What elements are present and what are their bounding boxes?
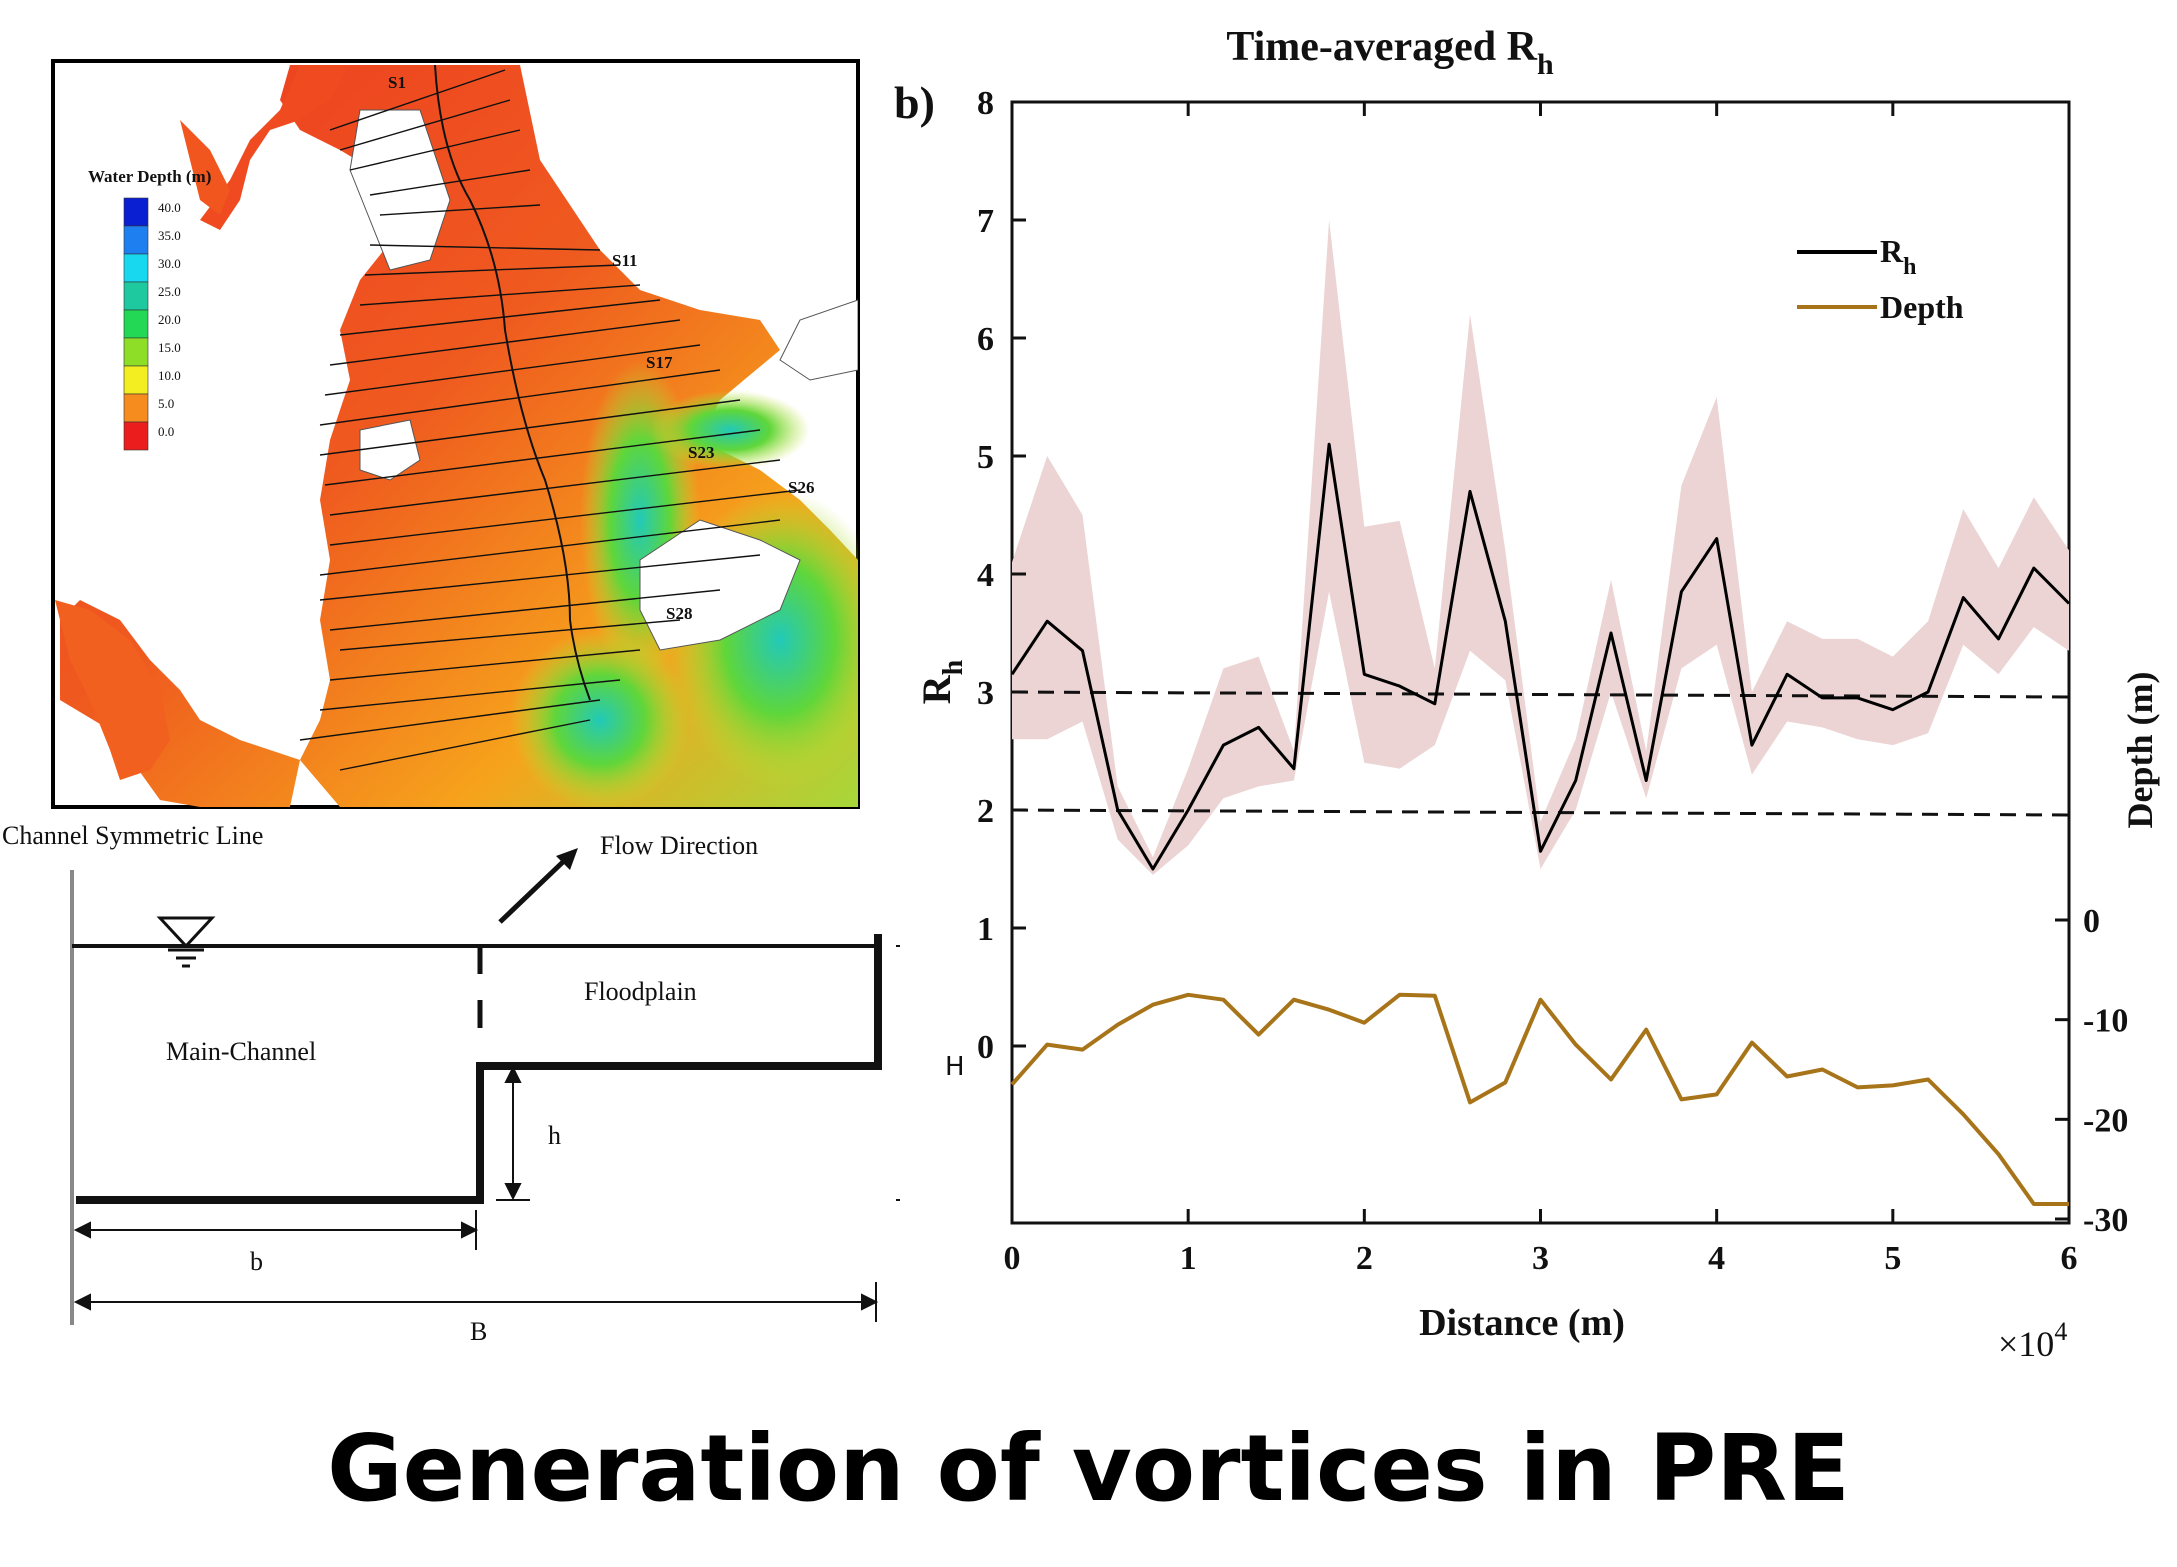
flow-direction-label: Flow Direction <box>600 831 758 860</box>
H-text: H <box>945 1052 965 1082</box>
section-label-s17: S17 <box>646 353 673 372</box>
x-tick-label: 5 <box>1884 1240 1901 1277</box>
x-tick-label: 6 <box>2061 1240 2078 1277</box>
y2-tick-label: -10 <box>2083 1003 2128 1040</box>
legend-tick: 10.0 <box>158 368 181 383</box>
main-channel-label: Main-Channel <box>166 1037 316 1066</box>
y-tick-label: 3 <box>977 675 994 712</box>
section-label-s26: S26 <box>788 478 814 497</box>
section-label-s11: S11 <box>612 251 638 270</box>
legend-tick: 25.0 <box>158 284 181 299</box>
section-label-s1: S1 <box>388 73 406 92</box>
y-axis-label: Rh <box>914 659 969 704</box>
chart-title: Time-averaged Rh <box>1226 24 1554 81</box>
b-label: b <box>250 1247 263 1276</box>
h-label: h <box>548 1121 561 1150</box>
x-tick-label: 2 <box>1356 1240 1373 1277</box>
depth-legend: Water Depth (m) 40.0 35.0 30.0 25.0 20.0 15.0… <box>88 167 211 451</box>
y-tick-label: 6 <box>977 321 994 358</box>
B-label: B <box>470 1317 487 1346</box>
estuary-branch <box>55 600 170 780</box>
estuary-branch <box>200 65 350 230</box>
legend-swatch <box>123 281 149 311</box>
x-tick-label: 4 <box>1708 1240 1725 1277</box>
legend-tick: 30.0 <box>158 256 181 271</box>
legend-swatch <box>123 421 149 451</box>
reference-line <box>1011 690 2070 699</box>
x-tick-label: 0 <box>1004 1240 1021 1277</box>
cross-section-lines <box>299 69 801 771</box>
legend-swatch <box>123 365 149 395</box>
legend-tick: 20.0 <box>158 312 181 327</box>
x-multiplier: ×104 <box>1998 1317 2067 1364</box>
y-tick-label: 4 <box>977 557 994 594</box>
channel-centerline <box>434 64 591 701</box>
rh-series-line <box>1010 442 2071 871</box>
reference-line <box>1011 808 2070 817</box>
y2-tick-label: 0 <box>2083 903 2100 940</box>
y-tick-label: 7 <box>977 203 994 240</box>
channel-bed <box>76 934 882 1204</box>
panel-label: b) <box>894 77 935 128</box>
legend-swatch <box>123 253 149 283</box>
y-tick-label: 0 <box>977 1029 994 1066</box>
channel-schematic: Channel Symmetric Line Flow Direction Fl… <box>2 821 900 1346</box>
y2-tick-label: -30 <box>2083 1202 2128 1239</box>
y-tick-label: 8 <box>977 85 994 122</box>
section-label-s28: S28 <box>666 604 692 623</box>
figure-caption: Generation of vortices in PRE <box>327 1415 1850 1522</box>
legend-tick: 5.0 <box>158 396 174 411</box>
b-dimension <box>73 1210 479 1250</box>
flow-arrow <box>498 848 578 924</box>
water-level-symbol <box>156 916 216 968</box>
legend-label-rh: Rh <box>1880 233 1916 280</box>
land-area <box>359 419 421 481</box>
y2-axis-label: Depth (m) <box>2120 672 2160 829</box>
floodplain-label: Floodplain <box>584 977 697 1006</box>
depth-series-line <box>1010 992 2069 1206</box>
legend-swatch <box>123 309 149 339</box>
legend-label-depth: Depth <box>1880 289 1964 325</box>
y-tick-label: 5 <box>977 439 994 476</box>
section-label-s23: S23 <box>688 443 714 462</box>
B-dimension <box>73 1282 879 1322</box>
h-dimension <box>496 1065 530 1201</box>
legend-tick: 35.0 <box>158 228 181 243</box>
legend-swatch <box>123 393 149 423</box>
y-tick-label: 1 <box>977 911 994 948</box>
y-tick-label: 2 <box>977 793 994 830</box>
x-tick-label: 1 <box>1180 1240 1197 1277</box>
x-tick-label: 3 <box>1532 1240 1549 1277</box>
chart-legend: Rh Depth <box>1797 233 1964 325</box>
legend-swatch <box>123 337 149 367</box>
estuary-branch <box>180 120 230 215</box>
rh-depth-chart: Time-averaged Rh b) 0 1 2 3 4 5 6 0 1 2 3 4 5 6 7 8 0 -10… <box>894 24 2160 1364</box>
legend-title: Water Depth (m) <box>88 167 211 186</box>
legend-swatch <box>123 197 149 227</box>
water-depth-map: S1 S11 S17 S23 S26 S28 Water Depth (m) 4… <box>51 59 860 809</box>
y2-tick-label: -20 <box>2083 1102 2128 1139</box>
legend-tick: 40.0 <box>158 200 181 215</box>
legend-tick: 15.0 <box>158 340 181 355</box>
legend-swatch <box>123 225 149 255</box>
legend-tick: 0.0 <box>158 424 174 439</box>
symmetric-line-label: Channel Symmetric Line <box>2 821 263 850</box>
x-axis-label: Distance (m) <box>1419 1302 1625 1344</box>
land-area <box>779 299 858 381</box>
rh-uncertainty-band <box>1012 220 2069 875</box>
